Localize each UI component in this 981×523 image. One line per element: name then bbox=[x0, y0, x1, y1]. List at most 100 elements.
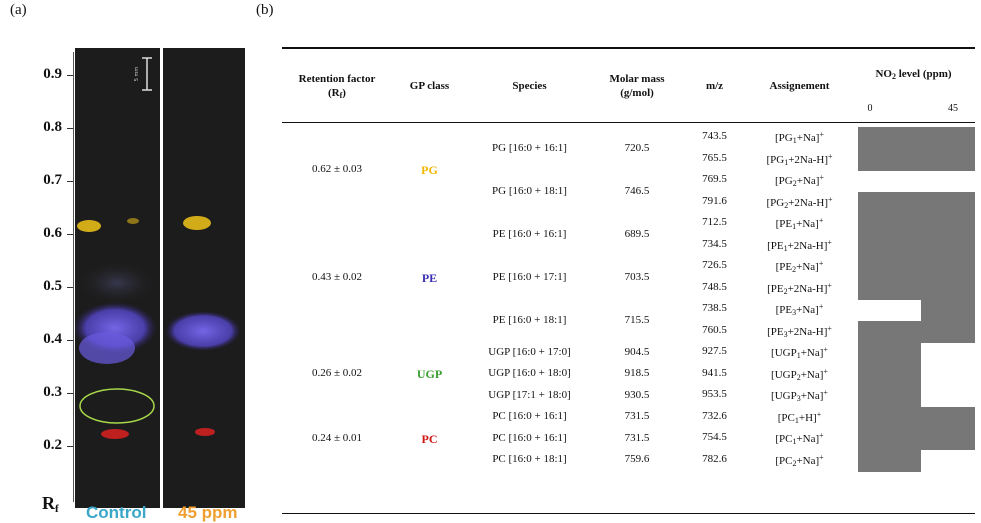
no2-presence-0ppm bbox=[858, 363, 921, 386]
species-molar-mass: 720.5 bbox=[624, 141, 650, 154]
no2-presence-45ppm bbox=[921, 234, 975, 257]
no2-presence-0ppm bbox=[858, 191, 921, 214]
y-tick-mark bbox=[67, 393, 73, 394]
ion-row: 754.5 [PC1+Na]+ bbox=[282, 428, 975, 450]
assignment-charge: + bbox=[827, 237, 832, 247]
header-species: Species bbox=[512, 80, 547, 92]
assignment-value: [UGP3+Na]+ bbox=[747, 388, 852, 403]
assignment-subscript: 2 bbox=[792, 179, 797, 188]
y-tick-label: 0.4 bbox=[43, 331, 62, 347]
strip-separator bbox=[160, 48, 163, 508]
pe-spot-45ppm bbox=[165, 311, 241, 351]
assignment-prefix: [PG bbox=[766, 153, 785, 166]
species-name: PE [16:0 + 17:1] bbox=[492, 270, 567, 283]
species-molar-mass: 759.6 bbox=[624, 453, 650, 466]
y-tick-label: 0.7 bbox=[43, 172, 62, 188]
header-assignment: Assignement bbox=[769, 80, 830, 92]
assignment-value: [PE2+2Na-H]+ bbox=[747, 281, 852, 296]
assignment-charge: + bbox=[819, 452, 824, 462]
no2-presence-0ppm bbox=[858, 320, 921, 343]
group-gp-class: UGP bbox=[416, 367, 443, 382]
table-bottom-rule bbox=[282, 513, 975, 514]
ion-row: 734.5 [PE1+2Na-H]+ bbox=[282, 234, 975, 257]
assignment-subscript: 2 bbox=[792, 458, 797, 468]
assignment-prefix: [PC bbox=[775, 454, 793, 467]
assignment-suffix: +Na] bbox=[796, 304, 819, 316]
mz-value: 769.5 bbox=[702, 173, 727, 185]
assignment-prefix: [UGP bbox=[771, 390, 797, 402]
assignment-suffix: +Na] bbox=[796, 433, 820, 445]
faint-band-control bbox=[77, 261, 157, 305]
y-tick-mark bbox=[67, 287, 73, 288]
assignment-value: [PG1+2Na-H]+ bbox=[747, 152, 852, 167]
assignment-charge: + bbox=[816, 409, 822, 419]
species-molar-mass: 746.5 bbox=[624, 184, 650, 197]
no2-presence-45ppm bbox=[921, 191, 975, 214]
y-axis-line bbox=[73, 52, 74, 502]
assignment-prefix: [PG bbox=[775, 132, 793, 144]
panel-a-label: (a) bbox=[10, 2, 27, 18]
pe-spot-control-lower bbox=[79, 332, 135, 364]
assignment-prefix: [PC bbox=[775, 433, 793, 445]
assignment-suffix: +Na] bbox=[796, 454, 820, 467]
tlc-control-image: 5 mm bbox=[73, 57, 157, 439]
mz-value: 760.5 bbox=[702, 323, 727, 336]
ion-row: 765.5 [PG1+2Na-H]+ bbox=[282, 148, 975, 171]
species-molar-mass: 703.5 bbox=[624, 270, 650, 283]
header-bottom-rule bbox=[282, 122, 975, 123]
ion-row: 791.6 [PG2+2Na-H]+ bbox=[282, 191, 975, 214]
assignment-suffix: +2Na-H] bbox=[788, 196, 829, 209]
ion-row: 738.5 [PE3+Na]+ bbox=[282, 299, 975, 321]
tlc-strip-control: 5 mm bbox=[73, 48, 160, 508]
mz-value: 765.5 bbox=[702, 151, 727, 164]
assignment-charge: + bbox=[823, 345, 828, 354]
species-name: PC [16:0 + 16:1] bbox=[492, 410, 567, 423]
assignment-subscript: 2 bbox=[796, 372, 801, 382]
assignment-suffix: +Na] bbox=[800, 368, 824, 381]
assignment-value: [PE3+Na]+ bbox=[747, 302, 852, 317]
ion-row: 732.6 [PC1+H]+ bbox=[282, 406, 975, 429]
no2-presence-0ppm bbox=[858, 234, 921, 257]
y-tick-label: 0.5 bbox=[43, 278, 62, 294]
mz-value: 754.5 bbox=[702, 431, 727, 443]
assignment-subscript: 1 bbox=[792, 136, 797, 145]
no2-presence-0ppm bbox=[858, 428, 921, 450]
no2-presence-0ppm bbox=[858, 127, 921, 149]
legend-45ppm: 45 ppm bbox=[178, 503, 238, 522]
header-no2-level: NO2 level (ppm) bbox=[875, 68, 952, 81]
y-tick-label: 0.8 bbox=[43, 119, 62, 135]
header-molar-mass: Molar mass (g/mol) bbox=[609, 73, 665, 99]
assignment-suffix: +2Na-H] bbox=[787, 325, 828, 338]
mz-value: 732.6 bbox=[702, 409, 727, 422]
assignment-value: [PE1+2Na-H]+ bbox=[747, 238, 852, 253]
assignment-prefix: [PG bbox=[775, 175, 793, 187]
mz-value: 791.6 bbox=[702, 194, 727, 207]
header-level-45: 45 bbox=[948, 103, 958, 114]
species-molar-mass: 731.5 bbox=[624, 431, 650, 444]
assignment-value: [PC2+Na]+ bbox=[747, 453, 852, 468]
assignment-value: [PC1+Na]+ bbox=[747, 431, 852, 446]
y-tick-mark bbox=[67, 181, 73, 182]
assignment-subscript: 1 bbox=[784, 157, 789, 167]
no2-presence-0ppm bbox=[858, 148, 921, 171]
ugp-highlight-circle bbox=[79, 388, 155, 424]
ion-row: 743.5 [PG1+Na]+ bbox=[282, 127, 975, 149]
assignment-value: [PG2+2Na-H]+ bbox=[747, 195, 852, 210]
assignment-charge: + bbox=[819, 431, 824, 440]
assignment-charge: + bbox=[818, 216, 824, 225]
no2-presence-45ppm bbox=[921, 277, 975, 300]
group-gp-class: PC bbox=[421, 431, 438, 446]
lipid-table: Retention factor (Rf) GP class Species M… bbox=[282, 47, 975, 517]
assignment-prefix: [PC bbox=[777, 411, 795, 424]
no2-presence-0ppm bbox=[858, 213, 921, 235]
legend-control: Control bbox=[86, 503, 147, 522]
species-molar-mass: 904.5 bbox=[624, 345, 650, 358]
species-molar-mass: 715.5 bbox=[624, 313, 650, 326]
assignment-value: [PC1+H]+ bbox=[747, 410, 852, 425]
ion-row: 748.5 [PE2+2Na-H]+ bbox=[282, 277, 975, 300]
group-retention-factor: 0.24 ± 0.01 bbox=[311, 431, 363, 444]
group-retention-factor: 0.62 ± 0.03 bbox=[311, 163, 363, 175]
assignment-prefix: [PG bbox=[766, 196, 785, 209]
mz-value: 743.5 bbox=[702, 130, 727, 142]
assignment-charge: + bbox=[818, 302, 824, 311]
